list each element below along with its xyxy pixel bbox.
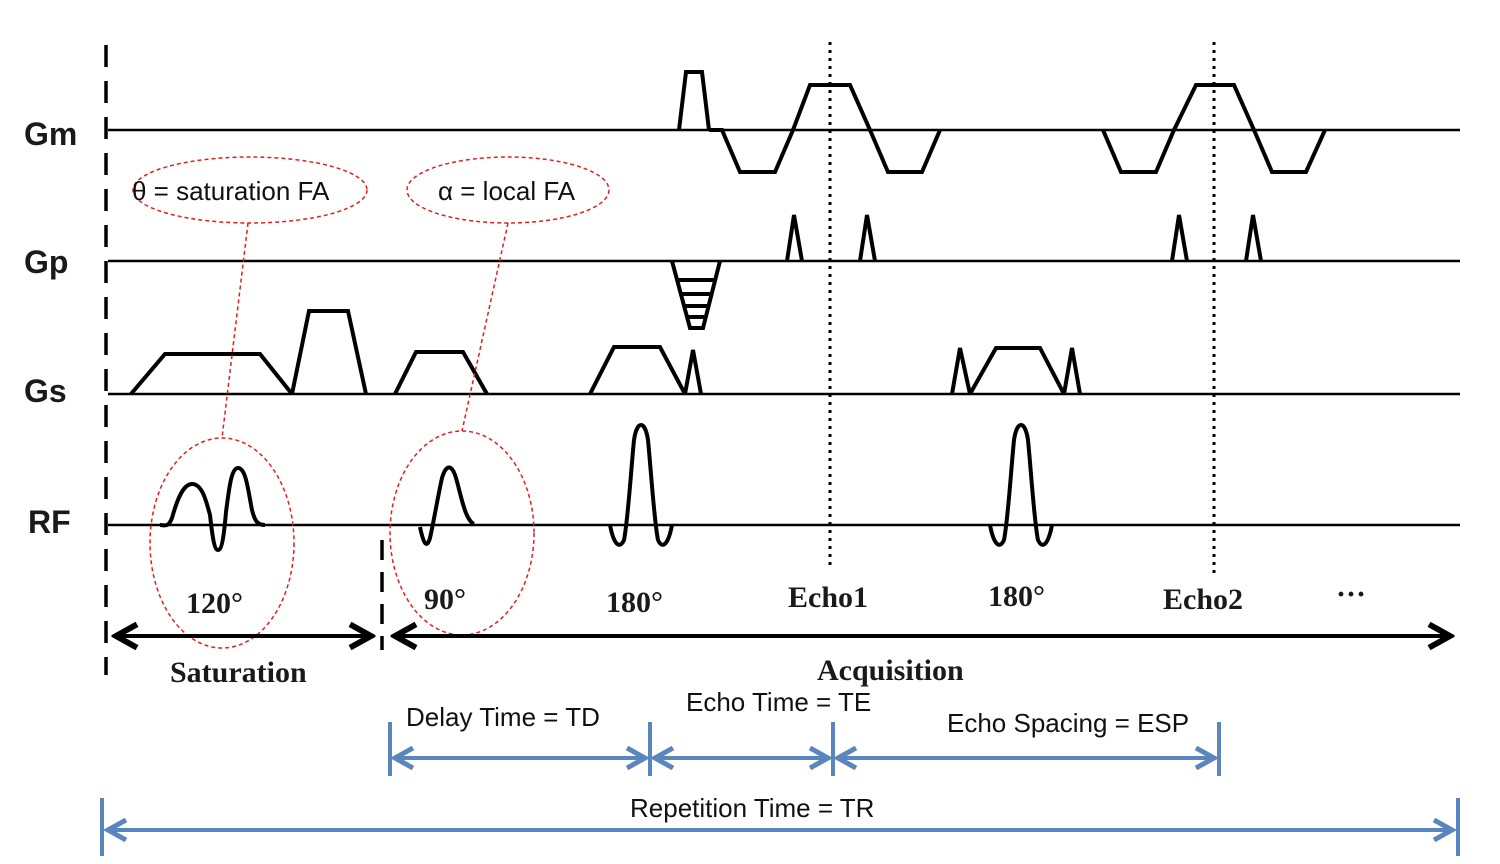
- echo1-label: Echo1: [788, 581, 868, 614]
- tr-label: Repetition Time = TR: [630, 793, 874, 823]
- theta-text: θ = saturation FA: [132, 176, 330, 206]
- te-label: Echo Time = TE: [686, 687, 871, 717]
- saturation-angle-label: 120°: [186, 587, 243, 620]
- gp-label: Gp: [24, 244, 68, 280]
- alpha-callout: α = local FA: [389, 156, 610, 636]
- esp-label: Echo Spacing = ESP: [947, 708, 1189, 738]
- continuation-dots: ···: [1336, 578, 1366, 611]
- excitation-angle-label: 90°: [424, 583, 466, 616]
- gm-label: Gm: [24, 116, 77, 152]
- echo2-label: Echo2: [1163, 583, 1243, 616]
- gs-label: Gs: [24, 373, 67, 409]
- refocus1-angle-label: 180°: [606, 586, 663, 619]
- acquisition-phase-label: Acquisition: [817, 654, 964, 687]
- excitation-pulse-ellipse: [389, 430, 535, 636]
- saturation-phase-label: Saturation: [170, 656, 307, 689]
- refocus2-angle-label: 180°: [988, 580, 1045, 613]
- rf-label: RF: [28, 504, 71, 540]
- rf-waveform: [159, 423, 1054, 553]
- theta-callout: θ = saturation FA: [132, 156, 368, 649]
- gs-waveform: [129, 309, 1082, 396]
- gp-waveform: [670, 214, 1263, 330]
- alpha-ellipse: [406, 156, 610, 224]
- timing-annotations: [100, 722, 1460, 856]
- theta-ellipse: [132, 156, 368, 224]
- gm-waveform: [677, 70, 1327, 174]
- alpha-text: α = local FA: [438, 176, 576, 206]
- td-label: Delay Time = TD: [406, 702, 600, 732]
